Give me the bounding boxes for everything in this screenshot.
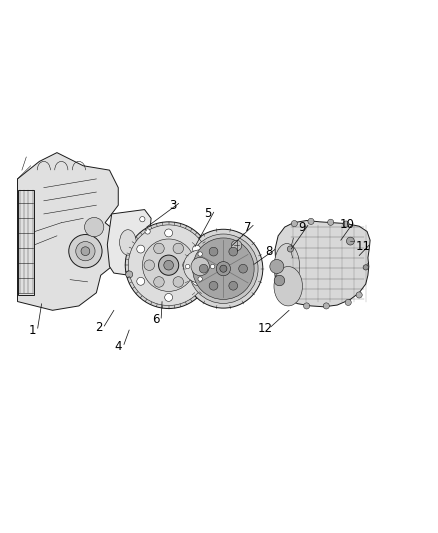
- Circle shape: [173, 277, 184, 287]
- Circle shape: [229, 281, 237, 290]
- Circle shape: [199, 264, 208, 273]
- Circle shape: [183, 260, 193, 270]
- Circle shape: [343, 221, 349, 227]
- Circle shape: [69, 235, 102, 268]
- Circle shape: [239, 264, 247, 273]
- Circle shape: [291, 221, 297, 227]
- Circle shape: [186, 264, 190, 269]
- Circle shape: [85, 217, 104, 237]
- Circle shape: [128, 225, 209, 305]
- Circle shape: [164, 260, 173, 270]
- Circle shape: [140, 216, 145, 222]
- Circle shape: [191, 257, 209, 276]
- Circle shape: [154, 243, 164, 254]
- Text: 1: 1: [28, 324, 36, 336]
- Text: 10: 10: [340, 219, 355, 231]
- Circle shape: [184, 229, 263, 308]
- Ellipse shape: [274, 244, 300, 289]
- Circle shape: [144, 260, 155, 270]
- Circle shape: [209, 281, 218, 290]
- Text: 11: 11: [356, 240, 371, 253]
- Text: 4: 4: [114, 340, 122, 353]
- Circle shape: [142, 239, 195, 292]
- Polygon shape: [275, 221, 370, 307]
- Circle shape: [231, 240, 242, 251]
- Circle shape: [363, 265, 368, 270]
- Circle shape: [198, 277, 202, 281]
- Circle shape: [193, 245, 201, 253]
- Text: 6: 6: [152, 313, 159, 326]
- Circle shape: [165, 294, 173, 301]
- Circle shape: [193, 277, 201, 285]
- Ellipse shape: [120, 230, 136, 255]
- Circle shape: [193, 238, 254, 300]
- Circle shape: [165, 229, 173, 237]
- Circle shape: [81, 247, 90, 255]
- Text: 7: 7: [244, 221, 251, 233]
- Circle shape: [184, 250, 217, 283]
- Circle shape: [345, 300, 351, 305]
- Polygon shape: [107, 209, 151, 275]
- Polygon shape: [18, 152, 118, 310]
- Circle shape: [137, 245, 145, 253]
- Circle shape: [211, 264, 215, 269]
- Text: 9: 9: [298, 221, 306, 233]
- Circle shape: [229, 247, 237, 256]
- Circle shape: [173, 243, 184, 254]
- Text: 5: 5: [205, 207, 212, 221]
- Circle shape: [145, 229, 150, 234]
- Circle shape: [154, 277, 164, 287]
- Text: 2: 2: [95, 321, 102, 334]
- Circle shape: [308, 219, 314, 224]
- Circle shape: [274, 275, 285, 286]
- Text: 12: 12: [258, 322, 272, 335]
- Circle shape: [356, 292, 362, 298]
- Circle shape: [304, 303, 310, 309]
- Circle shape: [198, 252, 202, 256]
- Text: 8: 8: [266, 245, 273, 257]
- Circle shape: [270, 260, 284, 273]
- Circle shape: [328, 219, 334, 225]
- Circle shape: [287, 246, 293, 252]
- Circle shape: [189, 234, 258, 303]
- Circle shape: [216, 262, 230, 276]
- Circle shape: [159, 255, 179, 275]
- Circle shape: [126, 271, 133, 278]
- Circle shape: [209, 247, 218, 256]
- Circle shape: [220, 265, 227, 272]
- Ellipse shape: [274, 266, 302, 306]
- Text: 3: 3: [170, 199, 177, 212]
- Circle shape: [137, 277, 145, 285]
- Circle shape: [125, 222, 212, 309]
- Circle shape: [323, 303, 329, 309]
- Circle shape: [346, 237, 354, 245]
- Circle shape: [76, 241, 95, 261]
